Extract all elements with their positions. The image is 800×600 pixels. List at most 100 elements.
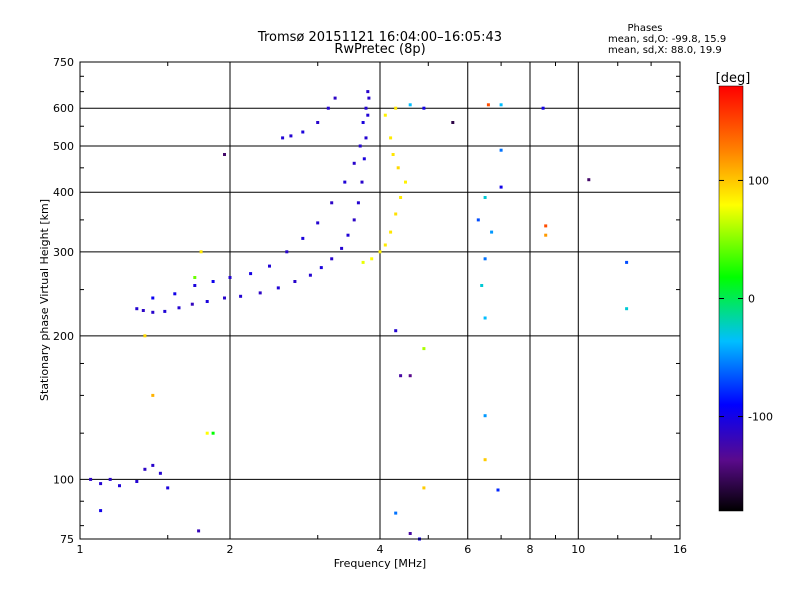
data-point	[483, 257, 487, 261]
axis-ticks: 1 2 4 6 8 10 16 75 100 200 300 400 500 600 750	[53, 56, 687, 556]
data-point	[319, 266, 323, 270]
colorbar-label: [deg]	[716, 71, 751, 86]
x-tick-label: 2	[227, 543, 234, 556]
data-point	[151, 296, 155, 300]
y-tick-label: 75	[60, 533, 74, 546]
data-point	[422, 106, 426, 110]
data-point	[293, 280, 297, 283]
data-point	[422, 486, 426, 490]
y-tick-label: 300	[53, 246, 74, 259]
y-tick-label: 600	[53, 102, 74, 115]
stats-line-o: mean, sd,O: -99.8, 15.9	[608, 34, 726, 45]
data-point	[223, 153, 226, 156]
data-point	[316, 221, 320, 225]
data-point	[285, 250, 289, 254]
data-point	[99, 482, 103, 486]
data-point	[289, 134, 293, 138]
data-point	[391, 153, 395, 156]
data-point	[541, 106, 545, 110]
data-point	[394, 511, 398, 515]
data-point	[268, 264, 271, 268]
data-point	[362, 157, 366, 161]
data-point	[399, 374, 403, 378]
data-point	[276, 286, 280, 290]
data-point	[394, 106, 398, 110]
data-point	[394, 329, 398, 333]
x-tick-label: 6	[464, 543, 471, 556]
y-tick-label: 400	[53, 186, 74, 199]
stats-title: Phases	[627, 23, 662, 34]
data-point	[249, 272, 253, 276]
data-point	[190, 302, 194, 306]
data-point	[193, 276, 197, 279]
y-tick-label: 100	[53, 473, 74, 486]
data-point	[483, 196, 487, 199]
data-point	[408, 374, 412, 378]
data-point	[366, 90, 370, 94]
data-point	[476, 218, 480, 222]
data-point	[239, 294, 243, 298]
chart-title-line2: RwPretec (8p)	[334, 42, 425, 57]
data-point	[151, 310, 155, 314]
data-point	[364, 136, 368, 140]
data-point	[258, 291, 262, 295]
y-axis-label: Stationary phase Virtual Height [km]	[38, 199, 51, 401]
data-point	[625, 260, 629, 264]
plot-frame	[79, 61, 681, 540]
colorbar-tick-label: 100	[748, 174, 769, 187]
data-point	[544, 233, 548, 237]
data-point	[158, 471, 162, 475]
data-point	[389, 230, 393, 234]
data-point	[333, 96, 337, 100]
data-point	[205, 300, 209, 303]
data-point	[330, 201, 334, 205]
data-point	[108, 477, 112, 481]
data-point	[301, 236, 305, 240]
data-point	[399, 196, 403, 199]
data-point	[451, 121, 455, 124]
x-axis-label: Frequency [MHz]	[334, 557, 426, 570]
y-tick-label: 200	[53, 330, 74, 343]
data-point	[352, 161, 356, 165]
data-point	[223, 296, 226, 300]
x-tick-label: 10	[571, 543, 585, 556]
data-point	[99, 509, 103, 513]
colorbar-tick-label: -100	[748, 411, 773, 424]
data-point	[587, 178, 591, 182]
data-point	[389, 136, 393, 140]
data-point	[361, 260, 365, 264]
data-point	[346, 233, 350, 237]
data-point	[483, 414, 487, 418]
x-tick-label: 4	[377, 543, 384, 556]
data-point	[360, 180, 364, 184]
data-point	[177, 306, 181, 310]
data-point	[625, 307, 629, 311]
data-point	[396, 166, 400, 170]
data-point	[301, 130, 305, 134]
data-point	[205, 431, 209, 435]
data-point	[143, 467, 147, 471]
data-point	[211, 280, 215, 283]
data-point	[404, 180, 407, 184]
data-point	[480, 284, 484, 287]
colorbar-tick-label: 0	[748, 293, 755, 306]
data-point	[151, 393, 155, 397]
data-point	[544, 224, 548, 228]
data-point	[499, 185, 503, 189]
grid-lines	[80, 62, 680, 539]
data-point	[483, 458, 487, 462]
data-point	[367, 96, 371, 100]
data-point	[364, 106, 368, 110]
data-point	[163, 309, 167, 313]
data-point	[486, 103, 490, 107]
data-point	[496, 488, 500, 492]
data-point	[211, 431, 215, 435]
data-point	[330, 257, 334, 261]
data-point	[89, 477, 93, 481]
chart-title-line1: Tromsø 20151121 16:04:00–16:05:43	[257, 30, 502, 45]
data-point	[352, 218, 356, 222]
stats-line-x: mean, sd,X: 88.0, 19.9	[608, 45, 722, 56]
data-point	[308, 273, 312, 277]
data-point	[199, 250, 203, 254]
data-point	[383, 113, 387, 117]
